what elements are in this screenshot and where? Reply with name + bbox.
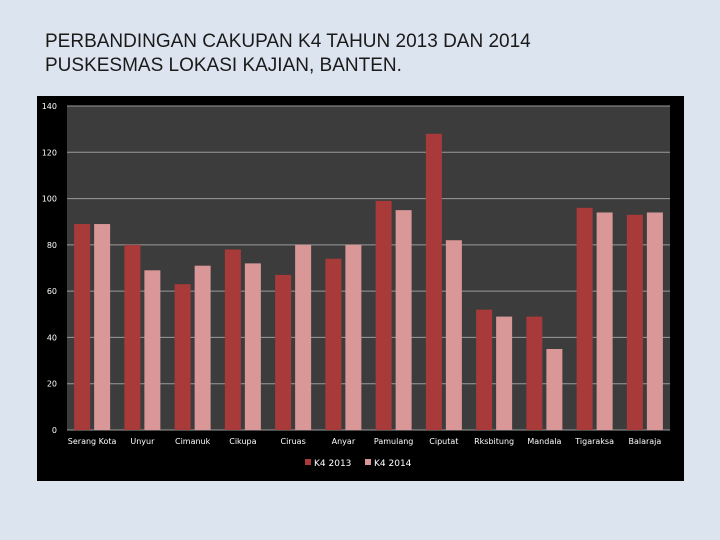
bar-k4-2014: [144, 270, 161, 430]
y-tick-label: 60: [47, 287, 57, 296]
bar-k4-2013: [626, 214, 643, 430]
bar-k4-2013: [74, 224, 91, 430]
bar-k4-2014: [94, 224, 111, 430]
x-tick-label: Cikupa: [229, 437, 256, 446]
bar-k4-2014: [194, 265, 211, 430]
bar-k4-2014: [295, 244, 312, 430]
bar-k4-2013: [174, 284, 191, 430]
x-tick-label: Cimanuk: [175, 437, 211, 446]
chart-panel: 0 20 40 60 80 100 120 140 Serang Kota Unyur Cimanu…: [37, 96, 684, 481]
bar-k4-2014: [244, 263, 261, 430]
bar-k4-2013: [275, 274, 292, 430]
legend-swatch: [365, 459, 371, 465]
x-tick-label: Pamulang: [374, 437, 414, 446]
bar-k4-2013: [526, 316, 543, 430]
bar-k4-2014: [445, 240, 462, 430]
x-tick-label: Tigaraksa: [574, 437, 614, 446]
x-tick-label: Ciputat: [429, 437, 458, 446]
slide-title-line-2: PUSKESMAS LOKASI KAJIAN, BANTEN.: [45, 55, 402, 76]
x-tick-label: Serang Kota: [68, 437, 117, 446]
bar-k4-2013: [476, 309, 493, 430]
slide-title: PERBANDINGAN CAKUPAN K4 TAHUN 2013 DAN 2…: [45, 30, 685, 78]
x-tick-label: Unyur: [130, 437, 155, 446]
bar-k4-2014: [596, 212, 613, 430]
legend-swatch: [305, 459, 311, 465]
y-tick-label: 140: [42, 102, 57, 111]
bar-k4-2013: [325, 258, 342, 430]
y-tick-label: 120: [42, 148, 57, 157]
bar-k4-2013: [576, 207, 593, 430]
legend-label: K4 2013: [314, 459, 351, 469]
bar-chart: 0 20 40 60 80 100 120 140 Serang Kota Unyur Cimanu…: [42, 102, 670, 469]
bar-k4-2014: [546, 349, 563, 430]
bar-k4-2013: [425, 133, 442, 430]
y-tick-label: 40: [47, 333, 57, 342]
y-tick-label: 80: [47, 241, 57, 250]
legend: K4 2013 K4 2014: [305, 459, 412, 469]
slide-title-line-1: PERBANDINGAN CAKUPAN K4 TAHUN 2013 DAN 2…: [45, 31, 531, 52]
x-tick-label: Ciruas: [281, 437, 306, 446]
x-tick-label: Balaraja: [628, 437, 661, 446]
x-tick-label: Anyar: [332, 437, 356, 446]
bar-k4-2014: [395, 210, 412, 430]
y-tick-label: 20: [47, 380, 57, 389]
plot-area: [67, 106, 670, 430]
bar-k4-2014: [345, 244, 362, 430]
y-tick-label: 100: [42, 195, 57, 204]
bar-k4-2013: [124, 244, 141, 430]
y-tick-label: 0: [52, 426, 57, 435]
bar-k4-2014: [646, 212, 663, 430]
bar-k4-2014: [496, 316, 513, 430]
bar-k4-2013: [375, 200, 392, 430]
bar-k4-2013: [224, 249, 241, 430]
x-tick-label: Rksbitung: [474, 437, 514, 446]
x-tick-label: Mandala: [527, 437, 561, 446]
legend-label: K4 2014: [374, 459, 412, 469]
